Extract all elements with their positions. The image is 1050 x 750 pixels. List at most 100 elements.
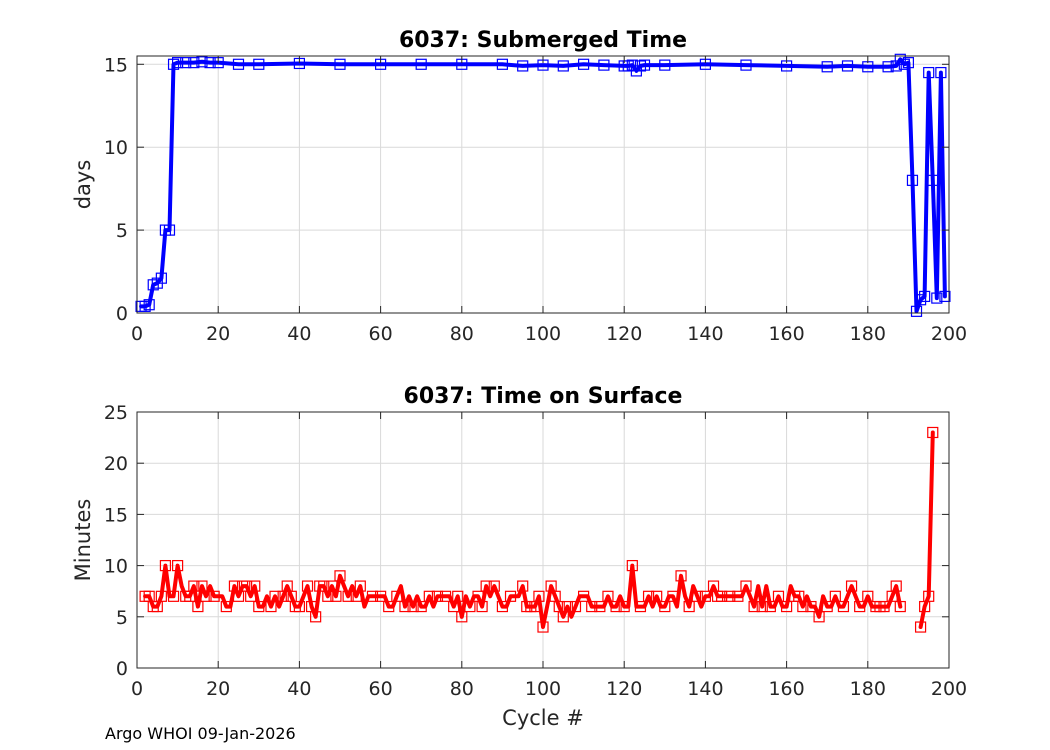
y-tick-label: 0 (116, 303, 128, 325)
y-tick-label: 25 (104, 402, 128, 424)
data-point (914, 621, 927, 633)
data-point (618, 600, 630, 613)
y-tick-label: 15 (104, 504, 128, 526)
data-point (253, 600, 265, 613)
data-point (172, 57, 184, 69)
data-point (821, 600, 833, 613)
data-point (163, 224, 176, 236)
data-point (334, 570, 346, 582)
data-point (659, 600, 671, 613)
data-point (797, 600, 809, 613)
data-point (517, 60, 529, 72)
y-tick-label: 5 (116, 607, 128, 629)
data-point (862, 590, 874, 602)
x-tick-label: 0 (131, 323, 143, 345)
submerged-time-panel: 0 20 40 60 80 100 120 140 160 180 200 0 5 10 15 6037: … (71, 28, 967, 345)
data-point (882, 61, 894, 73)
submerged-time-ylabel: days (71, 160, 95, 210)
data-point (610, 600, 622, 613)
data-point (935, 66, 947, 79)
data-point (139, 300, 151, 312)
data-point (496, 600, 508, 613)
data-point (557, 60, 569, 72)
data-point (914, 294, 927, 306)
data-point (167, 58, 180, 70)
data-point (772, 590, 785, 602)
data-point (829, 590, 841, 602)
data-point (399, 600, 411, 613)
data-point (675, 570, 687, 582)
data-point (383, 600, 395, 613)
data-point (159, 559, 172, 572)
data-point (642, 590, 655, 602)
data-point (638, 59, 651, 71)
x-tick-label: 120 (606, 678, 642, 700)
x-tick-label: 20 (206, 323, 230, 345)
data-point (301, 580, 314, 592)
submerged-time-title: 6037: Submerged Time (399, 28, 687, 53)
data-point (269, 590, 281, 602)
x-tick-label: 160 (768, 323, 804, 345)
x-tick-label: 80 (450, 323, 474, 345)
data-point (854, 600, 866, 613)
data-point (586, 600, 598, 613)
submerged-time-grid (136, 56, 950, 314)
data-point (180, 57, 192, 69)
submerged-time-series (135, 53, 951, 317)
data-point (894, 600, 906, 613)
data-point (898, 58, 910, 70)
data-point (155, 272, 167, 284)
data-point (890, 580, 902, 592)
data-point (699, 590, 712, 602)
data-point (906, 174, 919, 186)
data-point (821, 61, 833, 73)
surface-time-grid (136, 411, 950, 669)
data-point (204, 57, 216, 69)
data-point (196, 56, 208, 68)
data-point (143, 299, 155, 311)
data-point (634, 60, 647, 72)
data-point (780, 600, 793, 613)
data-point (334, 58, 346, 70)
data-point (517, 580, 529, 592)
data-point (488, 580, 500, 592)
data-point (423, 590, 435, 602)
data-point (456, 611, 468, 623)
data-point (188, 580, 200, 592)
data-point (756, 600, 768, 613)
x-tick-label: 160 (768, 678, 804, 700)
x-tick-label: 140 (687, 323, 723, 345)
data-point (813, 611, 825, 623)
data-point (354, 580, 366, 592)
data-point (740, 580, 752, 592)
x-tick-label: 200 (931, 323, 967, 345)
x-tick-label: 140 (687, 678, 723, 700)
data-point (732, 590, 744, 602)
x-tick-label: 60 (369, 678, 393, 700)
data-point (249, 580, 261, 592)
data-point (890, 60, 902, 72)
data-point (220, 600, 232, 613)
data-point (375, 590, 387, 602)
data-point (232, 58, 245, 70)
data-point (841, 60, 854, 72)
surface-time-title: 6037: Time on Surface (404, 384, 683, 409)
data-point (391, 590, 403, 602)
data-point (634, 600, 647, 613)
data-point (496, 58, 508, 70)
data-point (626, 559, 638, 572)
data-point (569, 600, 582, 613)
data-point (939, 290, 951, 303)
surface-time-series (139, 426, 939, 633)
data-point (167, 590, 180, 602)
data-point (740, 59, 752, 71)
submerged-time-ticks: 0 20 40 60 80 100 120 140 160 180 200 0 5 10 15 (104, 54, 967, 345)
footer-credit: Argo WHOI 09-Jan-2026 (105, 724, 296, 743)
x-tick-label: 180 (850, 323, 886, 345)
data-point (845, 580, 858, 592)
x-tick-label: 40 (287, 678, 311, 700)
data-point (927, 174, 939, 186)
data-point (577, 590, 590, 602)
data-point (577, 58, 590, 70)
x-tick-label: 40 (287, 323, 311, 345)
